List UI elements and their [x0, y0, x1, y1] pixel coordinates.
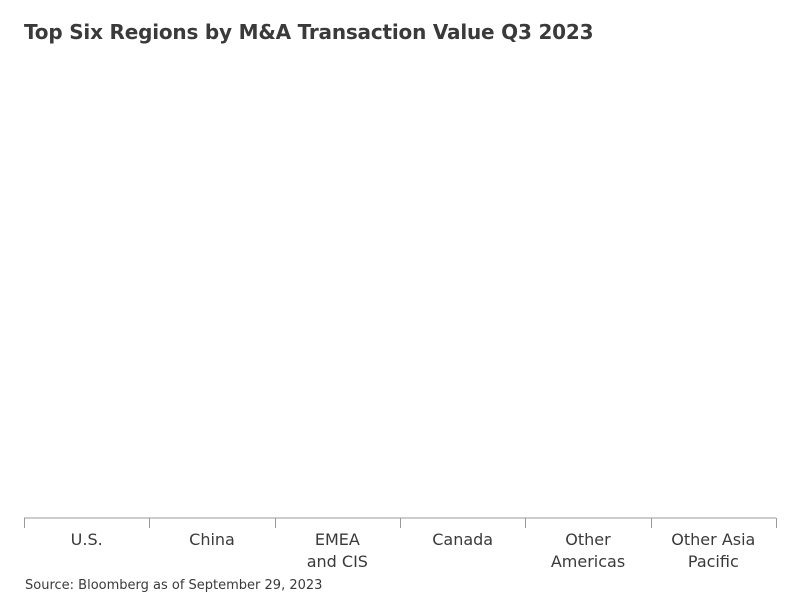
x-tick-label: Other Asia Pacific: [671, 530, 755, 571]
x-tick-label: U.S.: [71, 530, 103, 549]
x-tick-label: Other Americas: [551, 530, 625, 571]
source-note: Source: Bloomberg as of September 29, 20…: [25, 578, 323, 593]
x-tick-label: China: [189, 530, 235, 549]
chart-svg: U.S. China EMEA and CIS Canada Other Americas O…: [24, 517, 777, 571]
x-tick-label: EMEA and CIS: [307, 530, 368, 571]
chart-title: Top Six Regions by M&A Transaction Value…: [24, 20, 594, 44]
x-tick-label: Canada: [432, 530, 493, 549]
